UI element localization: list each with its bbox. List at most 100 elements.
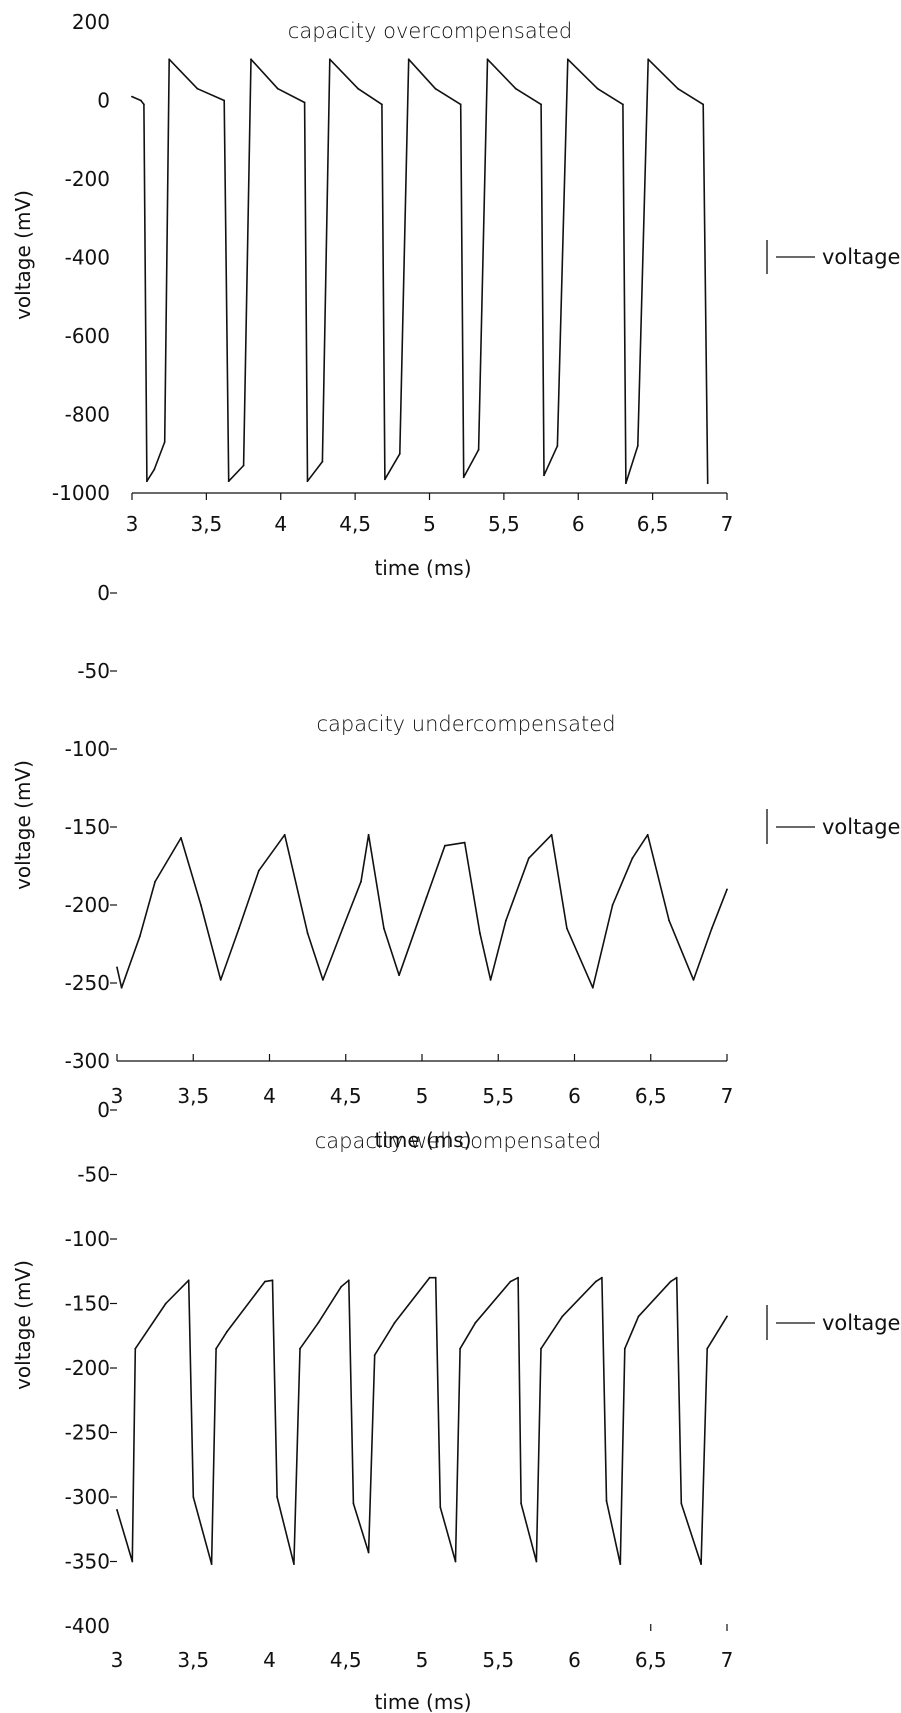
data-point [163,441,166,443]
y-tick-label: -400 [65,246,110,270]
data-point [596,87,599,90]
y-tick-label: -250 [65,971,110,995]
x-tick-label: 3 [126,512,139,536]
data-point [566,58,569,61]
data-point [367,1551,370,1554]
x-tick-label: 3 [111,1084,124,1108]
data-point [407,58,410,61]
x-tick-label: 5 [416,1648,429,1672]
data-point [675,1276,678,1279]
panel-well-compensated: capacity well compensated time (ms) volt… [11,1098,900,1713]
axes: 3 3,5 4 4,5 5 5,5 6 6,5 7 200 0 -200 -400 -600 -800 -10… [52,10,733,536]
x-tick-label: 6 [572,512,585,536]
x-tick-label: 4 [263,1084,276,1108]
chart-title: capacity overcompensated [288,19,572,43]
data-point [605,1500,608,1502]
data-point [383,927,385,930]
data-point [459,1347,461,1350]
y-axis-label: voltage (mV) [11,760,35,890]
data-point [215,1347,218,1350]
data-point [227,480,230,483]
data-point [509,1280,512,1283]
y-tick-label: -50 [77,1163,110,1187]
data-point [398,452,401,455]
data-point [164,1302,167,1305]
data-point [668,919,670,922]
data-point [479,932,481,934]
y-tick-label: -100 [65,1227,110,1251]
plot-area [116,833,728,989]
data-point [116,1509,118,1511]
data-point [439,1506,442,1509]
data-point [271,1279,274,1282]
data-point [134,1347,137,1350]
y-tick-label: -300 [65,1049,110,1073]
x-tick-label: 5 [416,1084,429,1108]
data-point [180,837,182,839]
legend: voltage [766,240,900,274]
data-point [352,1502,355,1505]
data-point [347,1279,350,1282]
data-point [477,448,480,451]
x-tick-label: 3,5 [177,1084,209,1108]
data-point [257,869,260,872]
data-point [540,1347,542,1350]
x-tick-label: 4 [263,1648,276,1672]
data-point [264,1280,266,1283]
data-point [219,979,222,981]
x-tick-label: 6 [568,1084,581,1108]
series-line-voltage [116,833,728,989]
x-tick-label: 3,5 [190,512,222,536]
legend-label: voltage [822,245,900,269]
data-point [726,1315,728,1318]
x-tick-label: 5,5 [488,512,520,536]
data-point [692,979,695,981]
data-point [677,87,679,90]
y-tick-label: -200 [65,893,110,917]
data-point [317,1321,320,1324]
chart-title: capacity well compensated [315,1129,601,1153]
data-point [619,1563,622,1565]
data-point [706,482,709,485]
series-line-voltage [131,58,709,485]
data-point [341,927,344,930]
data-point [459,103,462,106]
axes: 3 3,5 4 4,5 5 5,5 6 6,5 7 0 -50 -100 -150 -200 -250 -30… [65,581,734,1108]
legend-label: voltage [822,1311,900,1335]
data-point [540,103,542,106]
x-tick-label: 4 [274,512,287,536]
data-point [200,904,202,906]
legend: voltage [766,809,900,844]
y-tick-label: -250 [65,1421,110,1445]
data-point [556,445,559,447]
data-point [306,480,309,483]
data-point [276,1496,278,1498]
chart-title: capacity undercompensated [316,712,615,736]
x-tick-label: 6,5 [635,1084,667,1108]
data-point [322,979,324,981]
data-point [238,927,240,930]
data-point [520,1502,522,1505]
data-point [646,833,649,836]
x-axis-label: time (ms) [374,556,471,580]
plot-area [116,1276,728,1565]
y-tick-label: -200 [65,1356,110,1380]
data-point [726,888,728,891]
data-point [367,833,370,836]
data-point [321,460,324,463]
data-point [425,896,428,899]
x-tick-label: 3,5 [177,1648,209,1672]
data-point [187,1279,190,1282]
y-tick-label: -300 [65,1485,110,1509]
data-point [223,99,226,102]
x-tick-label: 6 [568,1648,581,1672]
data-point [566,927,568,930]
y-tick-label: 0 [97,1098,110,1122]
data-point [706,1347,709,1350]
x-tick-label: 3 [111,1648,124,1672]
data-point [153,468,156,471]
x-axis-label: time (ms) [374,1690,471,1713]
x-tick-label: 6,5 [637,512,669,536]
data-point [680,1502,683,1505]
